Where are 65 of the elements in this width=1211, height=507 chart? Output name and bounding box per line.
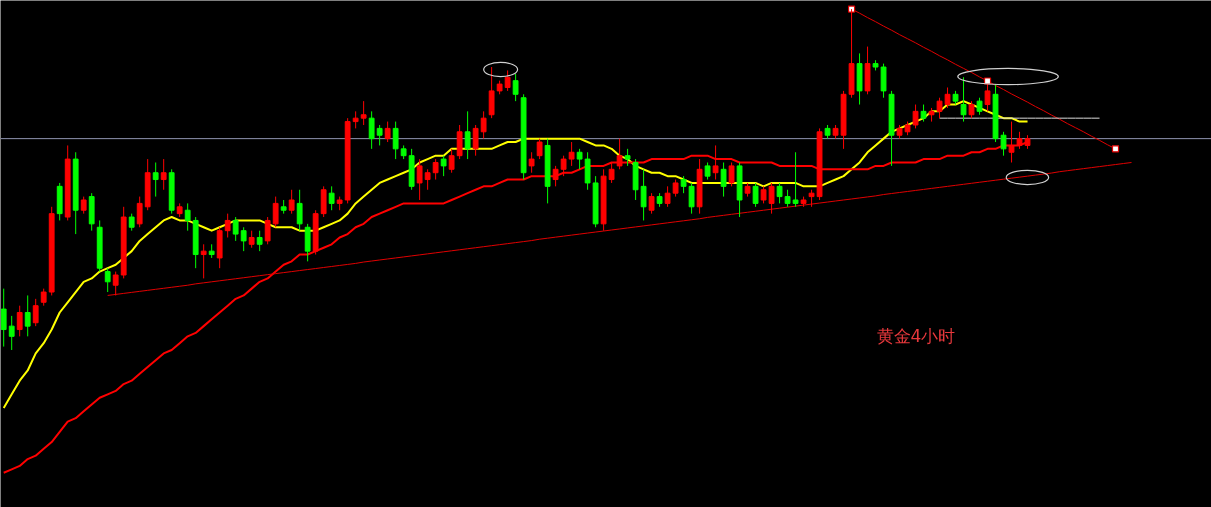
candlestick (160, 158, 167, 191)
candlestick (24, 294, 31, 337)
candlestick (440, 155, 447, 177)
candlestick (288, 189, 295, 215)
candlestick (880, 63, 887, 99)
candlestick (584, 151, 591, 191)
candlestick (296, 189, 303, 232)
candlestick (112, 271, 119, 296)
candlestick (792, 151, 799, 208)
candlestick (776, 182, 783, 204)
point (847, 5, 856, 13)
candlestick (504, 69, 511, 92)
candlestick (376, 124, 383, 146)
candlestick (224, 213, 231, 238)
candlestick (424, 168, 431, 191)
candlestick (576, 148, 583, 170)
candlestick (264, 216, 271, 245)
candlestick (528, 151, 535, 174)
candlestick (752, 182, 759, 208)
candlestick (232, 216, 239, 242)
candlestick (768, 182, 775, 215)
candlestick (184, 202, 191, 232)
candlestick (960, 76, 967, 123)
candlestick (608, 161, 615, 184)
candlestick (464, 110, 471, 160)
candlestick (360, 100, 367, 126)
candlestick (912, 104, 919, 129)
candlestick (480, 110, 487, 140)
candlestick (0, 288, 7, 348)
candlestick (328, 185, 335, 211)
candlestick (8, 315, 15, 351)
candlestick (16, 305, 23, 337)
candlestick (648, 192, 655, 215)
candlestick (304, 223, 311, 262)
candlestick (384, 121, 391, 143)
candlestick (200, 243, 207, 279)
candlestick (432, 158, 439, 181)
point (1111, 145, 1120, 153)
candlestick (152, 161, 159, 198)
candlestick (472, 124, 479, 157)
candlestick (712, 144, 719, 181)
candlestick (552, 165, 559, 187)
candlestick (720, 161, 727, 198)
candlestick (688, 182, 695, 215)
candlestick (256, 230, 263, 252)
candlestick (448, 148, 455, 174)
candlestick (560, 155, 567, 177)
candlestick (512, 73, 519, 102)
candlestick (664, 185, 671, 208)
candlestick (368, 110, 375, 150)
candlestick (136, 196, 143, 228)
candlestick (416, 158, 423, 201)
candlestick (104, 267, 111, 293)
candlestick (536, 138, 543, 160)
candlestick (488, 66, 495, 119)
candlestick (240, 226, 247, 252)
candlestick (32, 298, 39, 327)
candlestick (392, 121, 399, 160)
candlestick (640, 168, 647, 221)
candlestick (568, 141, 575, 167)
candlestick (456, 124, 463, 160)
candlestick (272, 196, 279, 228)
annotation: 黄金4小时 (876, 325, 956, 346)
candlestick (320, 185, 327, 218)
candlestick (728, 161, 735, 187)
